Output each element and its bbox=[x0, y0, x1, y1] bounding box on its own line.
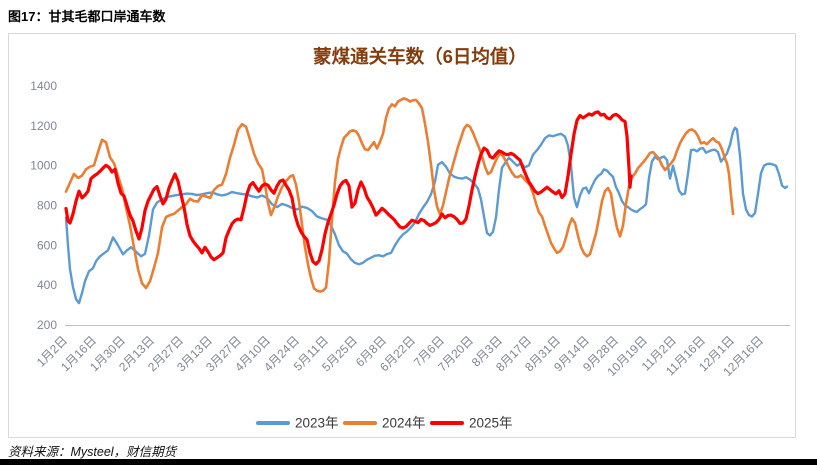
series-line-2023年 bbox=[64, 126, 789, 305]
legend-label: 2025年 bbox=[469, 416, 513, 431]
series-line-2025年 bbox=[64, 110, 633, 266]
y-tick-label: 400 bbox=[37, 278, 57, 292]
y-tick-label: 1200 bbox=[30, 119, 57, 133]
y-tick-label: 600 bbox=[37, 238, 57, 252]
y-tick-label: 1000 bbox=[30, 159, 57, 173]
bottom-bar bbox=[0, 459, 817, 465]
y-tick-label: 800 bbox=[37, 199, 57, 213]
series-line-2024年 bbox=[64, 97, 735, 293]
plot-area bbox=[64, 97, 789, 305]
y-tick-label: 1400 bbox=[30, 79, 57, 93]
y-axis: 200 400 600 800 1000 1200 1400 bbox=[30, 79, 790, 332]
source-note: 资料来源：Mysteel，财信期货 bbox=[8, 445, 177, 459]
y-tick-label: 200 bbox=[37, 318, 57, 332]
legend-label: 2024年 bbox=[382, 416, 426, 431]
chart-title: 蒙煤通关车数（6日均值） bbox=[313, 46, 527, 67]
figure-caption: 图17：甘其毛都口岸通车数 bbox=[8, 9, 166, 24]
legend-label: 2023年 bbox=[295, 416, 339, 431]
legend: 2023年 2024年 2025年 bbox=[256, 416, 513, 431]
